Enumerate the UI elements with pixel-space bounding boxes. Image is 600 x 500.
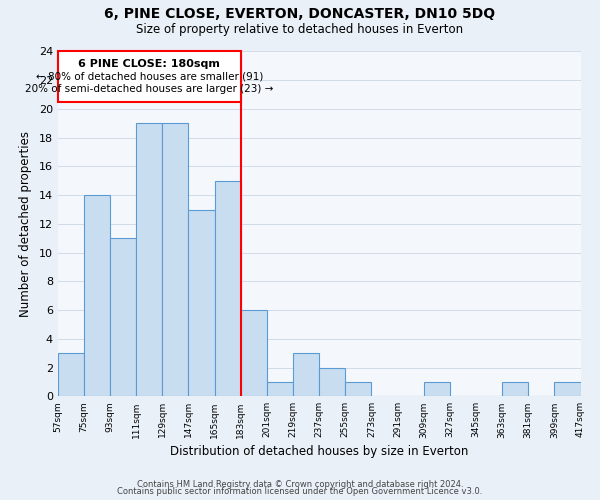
Bar bbox=[293, 353, 319, 397]
Text: 6, PINE CLOSE, EVERTON, DONCASTER, DN10 5DQ: 6, PINE CLOSE, EVERTON, DONCASTER, DN10 … bbox=[104, 8, 496, 22]
Text: Size of property relative to detached houses in Everton: Size of property relative to detached ho… bbox=[136, 22, 464, 36]
FancyBboxPatch shape bbox=[58, 52, 241, 102]
Bar bbox=[319, 368, 345, 396]
Text: 20% of semi-detached houses are larger (23) →: 20% of semi-detached houses are larger (… bbox=[25, 84, 274, 94]
Bar bbox=[188, 210, 215, 396]
Bar bbox=[424, 382, 450, 396]
Bar bbox=[58, 353, 84, 397]
Bar bbox=[502, 382, 528, 396]
Bar bbox=[345, 382, 371, 396]
Bar bbox=[267, 382, 293, 396]
Bar bbox=[215, 181, 241, 396]
Bar bbox=[241, 310, 267, 396]
Text: ← 80% of detached houses are smaller (91): ← 80% of detached houses are smaller (91… bbox=[35, 72, 263, 82]
Bar bbox=[136, 124, 163, 396]
X-axis label: Distribution of detached houses by size in Everton: Distribution of detached houses by size … bbox=[170, 444, 469, 458]
Text: Contains HM Land Registry data © Crown copyright and database right 2024.: Contains HM Land Registry data © Crown c… bbox=[137, 480, 463, 489]
Y-axis label: Number of detached properties: Number of detached properties bbox=[19, 131, 32, 317]
Bar bbox=[84, 195, 110, 396]
Bar bbox=[554, 382, 581, 396]
Text: 6 PINE CLOSE: 180sqm: 6 PINE CLOSE: 180sqm bbox=[79, 58, 220, 68]
Text: Contains public sector information licensed under the Open Government Licence v3: Contains public sector information licen… bbox=[118, 488, 482, 496]
Bar bbox=[163, 124, 188, 396]
Bar bbox=[110, 238, 136, 396]
